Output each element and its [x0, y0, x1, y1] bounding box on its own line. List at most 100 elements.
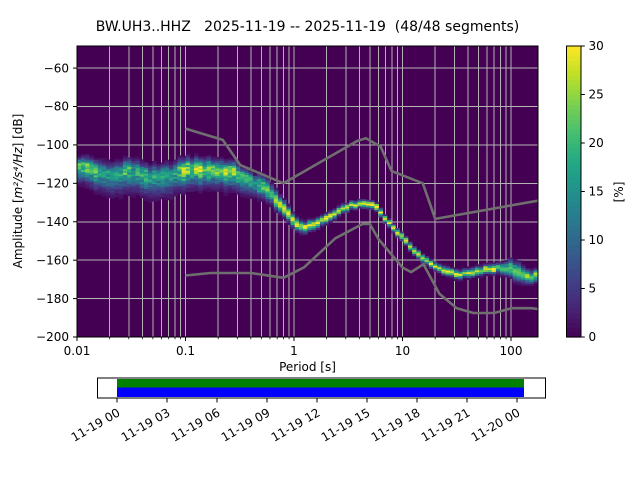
ppsd-cell: [278, 209, 283, 212]
ppsd-cell: [164, 192, 170, 195]
ppsd-cell: [81, 162, 86, 165]
colorbar-gradient-slice: [566, 128, 581, 134]
ppsd-cell: [504, 267, 509, 270]
ppsd-cell: [466, 277, 472, 281]
ppsd-cell: [118, 178, 124, 181]
ppsd-cell: [139, 167, 145, 170]
ppsd-cell: [206, 165, 212, 168]
ppsd-cell: [139, 170, 145, 174]
ppsd-cell: [127, 163, 132, 166]
ppsd-cell: [194, 158, 199, 161]
ppsd-cell: [190, 189, 195, 192]
ppsd-cell: [85, 180, 90, 183]
ppsd-cell: [106, 159, 111, 162]
ppsd-cell: [114, 185, 120, 188]
ppsd-cell: [131, 180, 136, 183]
ppsd-cell: [244, 171, 249, 174]
ppsd-cell: [106, 163, 111, 166]
ppsd-cell: [185, 182, 191, 185]
ppsd-cell: [181, 192, 187, 195]
ppsd-cell: [269, 187, 275, 190]
ppsd-cell: [106, 186, 111, 189]
ppsd-cell: [349, 202, 354, 205]
ppsd-cell: [127, 188, 132, 191]
ppsd-cell: [206, 182, 212, 185]
ppsd-cell: [286, 215, 291, 218]
ppsd-cell: [198, 191, 203, 194]
ppsd-cell: [223, 170, 229, 173]
ppsd-cell: [89, 161, 94, 164]
ppsd-cell: [85, 157, 90, 160]
ppsd-cell: [236, 167, 241, 170]
ppsd-cell: [194, 187, 199, 190]
ppsd-cell: [93, 179, 99, 182]
ppsd-cell: [479, 275, 484, 278]
ppsd-cell: [190, 161, 195, 164]
colorbar-gradient-slice: [566, 249, 581, 256]
ppsd-cell: [131, 178, 136, 181]
ppsd-cell: [504, 271, 509, 274]
ppsd-cell: [290, 221, 296, 224]
colorbar-gradient-slice: [566, 312, 581, 319]
ppsd-cell: [223, 168, 229, 171]
colorbar-gradient-slice: [566, 215, 581, 222]
ppsd-cell: [219, 187, 224, 190]
ppsd-cell: [495, 270, 501, 273]
ppsd-cell: [525, 268, 530, 271]
ppsd-cell: [210, 166, 216, 169]
ppsd-cell: [437, 269, 442, 272]
ppsd-cell: [311, 220, 317, 223]
ppsd-cell: [529, 284, 534, 287]
ppsd-cell: [521, 281, 526, 284]
ppsd-cell: [118, 179, 124, 183]
ppsd-cell: [223, 189, 229, 193]
ppsd-cell: [210, 156, 216, 159]
ppsd-cell: [152, 199, 157, 202]
ppsd-cell: [139, 186, 145, 189]
ppsd-cell: [93, 165, 99, 168]
ppsd-cell: [244, 175, 249, 178]
ppsd-cell: [244, 173, 249, 176]
colorbar-gradient-slice: [566, 176, 581, 183]
ppsd-cell: [210, 177, 216, 180]
ppsd-cell: [382, 221, 388, 224]
ppsd-cell: [177, 162, 182, 166]
ppsd-cell: [194, 175, 199, 178]
ppsd-cell: [248, 173, 254, 176]
ppsd-cell: [420, 257, 426, 260]
ppsd-cell: [97, 185, 103, 188]
ppsd-cell: [118, 181, 124, 185]
colorbar-gradient-slice: [566, 206, 581, 212]
ppsd-cell: [319, 217, 325, 220]
ppsd-cell: [77, 180, 82, 183]
ppsd-cell: [156, 181, 161, 184]
ppsd-cell: [110, 194, 115, 197]
ppsd-cell: [210, 171, 216, 175]
ppsd-cell: [223, 180, 229, 183]
ppsd-cell: [110, 190, 115, 193]
colorbar-label: [%]: [612, 181, 626, 203]
colorbar-gradient-slice: [566, 138, 581, 144]
ppsd-cell: [148, 166, 153, 169]
ppsd-cell: [269, 201, 275, 204]
ppsd-cell: [143, 166, 149, 169]
ppsd-cell: [135, 158, 141, 161]
ppsd-cell: [77, 171, 82, 174]
ppsd-cell: [219, 178, 224, 181]
ppsd-cell: [512, 268, 518, 271]
ppsd-cell: [164, 196, 170, 199]
ppsd-cell: [106, 161, 111, 164]
ppsd-cell: [516, 277, 522, 280]
ppsd-cell: [198, 181, 203, 184]
ppsd-cell: [479, 270, 484, 273]
ppsd-cell: [231, 187, 237, 190]
ppsd-cell: [273, 207, 279, 210]
ppsd-cell: [240, 187, 245, 190]
ppsd-cell: [127, 194, 132, 197]
ppsd-cell: [185, 188, 191, 191]
ppsd-cell: [533, 272, 538, 275]
ppsd-cell: [261, 182, 266, 185]
ppsd-cell: [261, 185, 266, 189]
ppsd-cell: [227, 189, 233, 192]
ppsd-cell: [156, 171, 161, 174]
